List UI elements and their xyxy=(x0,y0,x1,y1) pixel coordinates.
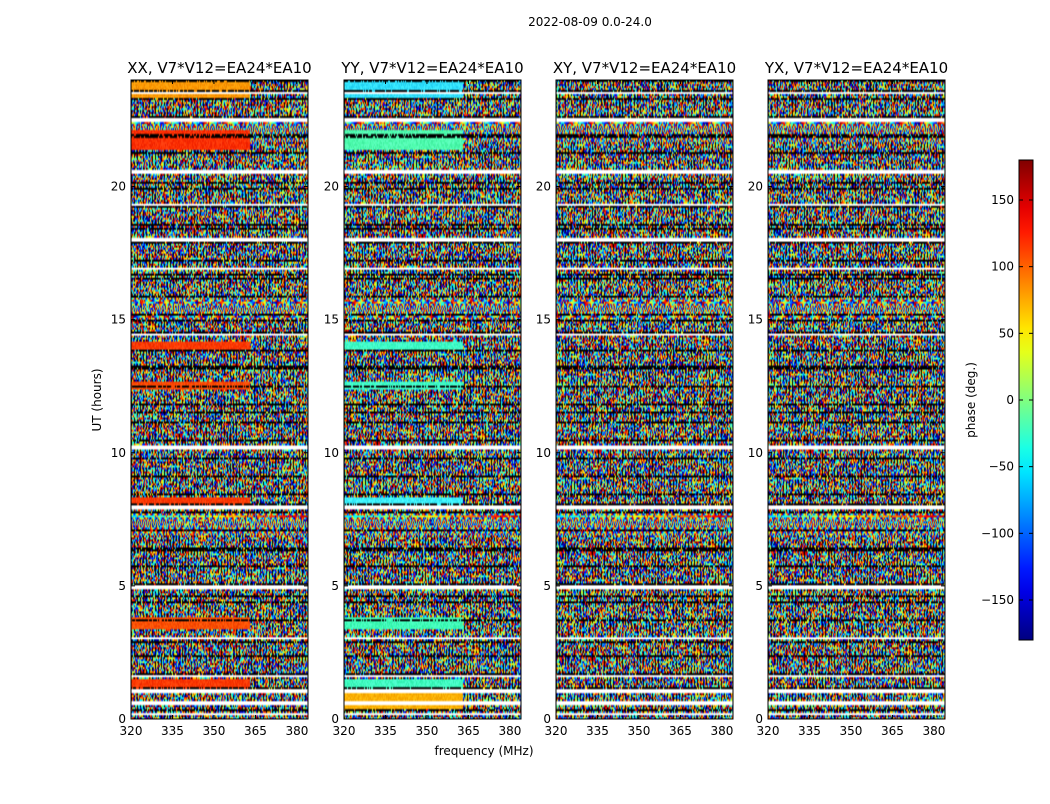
colorbar-tick-label: −100 xyxy=(981,526,1014,540)
panel-xy: XY, V7*V12=EA24*EA10 320 335 350 365 380 0 5 10 1… xyxy=(536,59,736,738)
x-tick-label: 350 xyxy=(840,724,863,738)
panel-xx: XX, V7*V12=EA24*EA10 320 335 350 365 380 0 5 10 1… xyxy=(111,59,312,738)
x-tick-label: 350 xyxy=(628,724,651,738)
y-tick-label: 15 xyxy=(748,313,763,327)
x-tick-label: 365 xyxy=(669,724,692,738)
x-tick-label: 320 xyxy=(120,724,143,738)
heatmap-image-yx xyxy=(768,80,945,719)
x-tick-label: 320 xyxy=(757,724,780,738)
x-tick-label: 380 xyxy=(710,724,733,738)
y-tick-label: 10 xyxy=(324,446,339,460)
colorbar-tick-label: 0 xyxy=(1006,393,1014,407)
y-tick-label: 5 xyxy=(118,579,126,593)
y-tick-label: 0 xyxy=(543,712,551,726)
panels: XX, V7*V12=EA24*EA10 320 335 350 365 380 0 5 10 1… xyxy=(111,59,948,738)
x-tick-label: 380 xyxy=(285,724,308,738)
x-axis-label: frequency (MHz) xyxy=(434,744,533,758)
y-axis-label: UT (hours) xyxy=(90,368,104,431)
y-tick-label: 0 xyxy=(118,712,126,726)
panel-yy: YY, V7*V12=EA24*EA10 320 335 350 365 380 0 5 10 1… xyxy=(324,59,524,738)
y-tick-label: 5 xyxy=(755,579,763,593)
y-tick-label: 20 xyxy=(324,180,339,194)
heatmap-image-yy xyxy=(344,80,521,719)
y-tick-label: 15 xyxy=(536,313,551,327)
y-tick-label: 15 xyxy=(111,313,126,327)
x-tick-label: 380 xyxy=(922,724,945,738)
colorbar-tick-label: 150 xyxy=(991,193,1014,207)
panel-yx: YX, V7*V12=EA24*EA10 320 335 350 365 380 0 5 10 1… xyxy=(748,59,948,738)
x-tick-label: 365 xyxy=(881,724,904,738)
x-tick-label: 350 xyxy=(416,724,439,738)
x-tick-label: 335 xyxy=(374,724,397,738)
x-tick-label: 350 xyxy=(203,724,226,738)
panel-title: YX, V7*V12=EA24*EA10 xyxy=(764,59,948,77)
panel-frame xyxy=(130,79,309,720)
y-tick-label: 5 xyxy=(543,579,551,593)
colorbar-tick-label: 50 xyxy=(999,326,1014,340)
x-tick-label: 320 xyxy=(333,724,356,738)
x-tick-label: 335 xyxy=(161,724,184,738)
panel-title: YY, V7*V12=EA24*EA10 xyxy=(340,59,523,77)
y-tick-label: 0 xyxy=(755,712,763,726)
y-tick-label: 10 xyxy=(111,446,126,460)
x-tick-label: 365 xyxy=(457,724,480,738)
panel-frame xyxy=(343,79,522,720)
panel-frame xyxy=(555,79,734,720)
panel-title: XX, V7*V12=EA24*EA10 xyxy=(127,59,311,77)
y-tick-label: 10 xyxy=(536,446,551,460)
x-tick-label: 365 xyxy=(244,724,267,738)
colorbar-tick-label: 100 xyxy=(991,260,1014,274)
colorbar-tick-label: −150 xyxy=(981,593,1014,607)
colorbar-tick-label: −50 xyxy=(989,460,1014,474)
y-tick-label: 20 xyxy=(748,180,763,194)
heatmap-image-xy xyxy=(556,80,733,719)
panel-frame xyxy=(767,79,946,720)
y-tick-label: 15 xyxy=(324,313,339,327)
y-tick-label: 10 xyxy=(748,446,763,460)
panel-title: XY, V7*V12=EA24*EA10 xyxy=(553,59,736,77)
x-tick-label: 335 xyxy=(586,724,609,738)
x-tick-label: 320 xyxy=(545,724,568,738)
x-tick-label: 335 xyxy=(798,724,821,738)
figure-title: 2022-08-09 0.0-24.0 xyxy=(528,15,652,29)
y-tick-label: 20 xyxy=(111,180,126,194)
heatmap-image-xx xyxy=(131,80,308,719)
y-tick-label: 5 xyxy=(331,579,339,593)
colorbar: −150 −100 −50 0 50 100 150 xyxy=(981,159,1034,641)
y-tick-label: 0 xyxy=(331,712,339,726)
x-tick-label: 380 xyxy=(498,724,521,738)
y-tick-label: 20 xyxy=(536,180,551,194)
colorbar-label: phase (deg.) xyxy=(964,362,978,438)
